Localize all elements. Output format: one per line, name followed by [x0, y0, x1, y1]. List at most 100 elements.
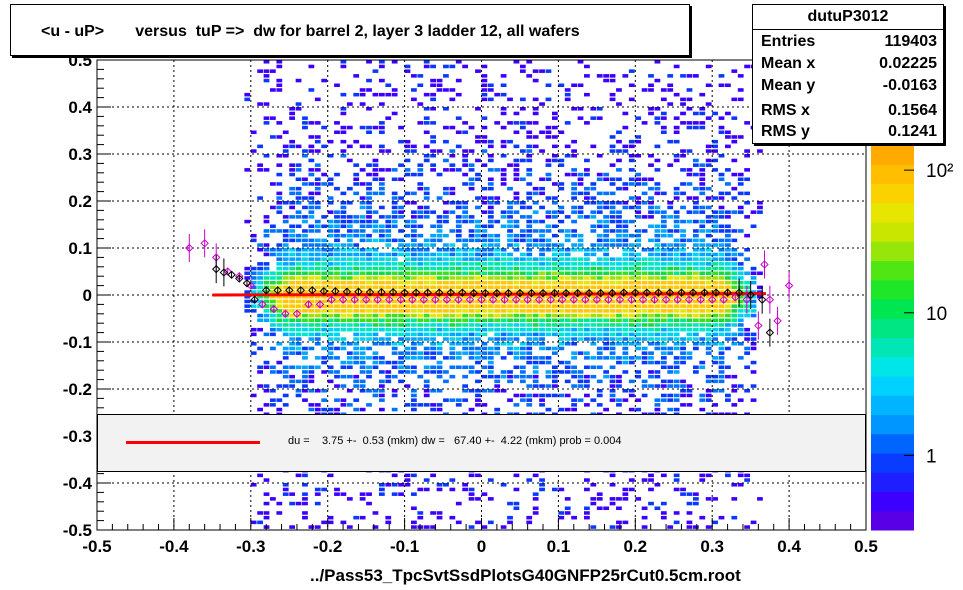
- profile-black-point: [550, 288, 559, 298]
- profile-magenta-point: [511, 295, 521, 304]
- profile-magenta-point: [269, 304, 279, 314]
- stats-label: Entries: [761, 33, 816, 50]
- x-tick-label: -0.3: [236, 537, 265, 556]
- profile-magenta-point: [327, 295, 336, 304]
- fit-line: [212, 292, 767, 297]
- profile-black-point: [642, 288, 652, 297]
- profile-magenta-point: [431, 295, 440, 304]
- profile-magenta-point: [315, 300, 325, 309]
- profile-black-point: [342, 287, 352, 296]
- profile-black-point: [235, 274, 244, 283]
- profile-black-point: [746, 290, 755, 300]
- profile-black-point: [273, 286, 282, 295]
- profile-magenta-point: [373, 295, 382, 304]
- profile-black-point: [354, 287, 363, 296]
- color-scale-bin: [871, 145, 914, 165]
- color-scale-bin: [871, 222, 914, 242]
- profile-black-point: [411, 288, 421, 297]
- y-tick-label: 0.4: [68, 98, 92, 117]
- color-scale-bin: [871, 433, 914, 454]
- profile-black-point: [434, 288, 444, 297]
- x-tick-label: 0.4: [777, 537, 801, 556]
- stats-value: 119403: [884, 33, 937, 50]
- y-tick-label: -0.4: [63, 474, 93, 493]
- profile-black-point: [458, 288, 467, 297]
- profile-black-point: [319, 287, 329, 296]
- profile-magenta-point: [760, 260, 769, 269]
- profile-black-point: [365, 287, 375, 297]
- profile-black-point: [711, 288, 721, 297]
- stats-box: dutuP3012 Entries 119403 Mean x 0.02225 …: [752, 4, 944, 144]
- profile-black-point: [377, 287, 386, 297]
- x-tick-label: 0: [477, 537, 486, 556]
- z-tick-label: 1: [926, 446, 937, 467]
- profile-black-point: [765, 328, 775, 337]
- profile-magenta-point: [523, 295, 532, 304]
- y-tick-label: -0.1: [63, 333, 92, 352]
- fit-legend: du = 3.75 +- 0.53 (mkm) dw = 67.40 +- 4.…: [97, 414, 866, 472]
- profile-black-point: [250, 295, 259, 304]
- profile-magenta-point: [185, 243, 194, 253]
- profile-magenta-point: [684, 295, 694, 304]
- fit-legend-line: [126, 441, 260, 444]
- profile-magenta-point: [581, 295, 590, 304]
- profile-magenta-point: [281, 309, 290, 319]
- profile-magenta-point: [615, 295, 625, 304]
- profile-magenta-point: [696, 295, 705, 304]
- color-scale-bin: [871, 414, 914, 435]
- profile-magenta-point: [419, 295, 429, 304]
- x-tick-label: 0.1: [547, 537, 571, 556]
- profile-magenta-point: [627, 295, 636, 304]
- profile-magenta-point: [488, 295, 498, 304]
- profile-black-point: [504, 288, 513, 298]
- profile-magenta-point: [465, 295, 475, 304]
- stats-row-mean-y: Mean y -0.0163: [761, 77, 937, 99]
- profile-black-point: [423, 288, 432, 297]
- x-tick-label: -0.1: [390, 537, 419, 556]
- profile-black-point: [242, 279, 252, 288]
- stats-label: Mean y: [761, 77, 816, 94]
- profile-magenta-point: [546, 295, 555, 304]
- profile-black-point: [481, 288, 490, 298]
- profile-magenta-point: [650, 295, 659, 304]
- profile-magenta-point: [673, 295, 682, 304]
- color-scale-bin: [871, 510, 914, 531]
- x-tick-label: -0.4: [159, 537, 189, 556]
- profile-black-point: [631, 288, 640, 297]
- fit-legend-text: du = 3.75 +- 0.53 (mkm) dw = 67.40 +- 4.…: [288, 435, 622, 447]
- y-tick-label: 0.1: [68, 239, 92, 258]
- profile-magenta-point: [338, 295, 348, 304]
- profile-magenta-point: [719, 295, 728, 304]
- stats-value: 0.1241: [888, 123, 937, 140]
- profile-magenta-point: [385, 295, 394, 304]
- x-tick-label: 0.5: [854, 537, 878, 556]
- profile-black-point: [757, 295, 767, 304]
- profile-black-point: [261, 286, 271, 295]
- y-tick-label: -0.2: [63, 380, 92, 399]
- color-scale-bin: [871, 472, 914, 492]
- stats-label: Mean x: [761, 55, 816, 72]
- profile-magenta-point: [304, 300, 313, 309]
- profile-black-point: [688, 288, 698, 297]
- color-scale-bin: [871, 376, 914, 396]
- x-axis-label: ../Pass53_TpcSvtSsdPlotsG40GNFP25rCut0.5…: [310, 566, 741, 585]
- profile-magenta-point: [500, 295, 509, 304]
- profile-magenta-point: [477, 295, 486, 304]
- color-scale-bin: [871, 318, 914, 338]
- color-scale-bin: [871, 164, 914, 184]
- profile-magenta-point: [754, 321, 763, 330]
- color-scale-bin: [871, 491, 914, 512]
- stats-label: RMS y: [761, 123, 810, 140]
- profile-black-point: [515, 288, 525, 298]
- color-scale-bin: [871, 202, 914, 223]
- stats-row-rms-y: RMS y 0.1241: [761, 123, 937, 145]
- profile-black-point: [308, 286, 317, 295]
- profile-black-point: [734, 288, 744, 297]
- profile-magenta-point: [396, 295, 405, 304]
- x-tick-label: -0.5: [82, 537, 111, 556]
- profile-black-point: [619, 288, 628, 297]
- stats-value: 0.1564: [888, 102, 937, 119]
- profile-magenta-point: [246, 281, 256, 290]
- stats-row-mean-x: Mean x 0.02225: [761, 55, 937, 77]
- profile-black-point: [561, 288, 571, 298]
